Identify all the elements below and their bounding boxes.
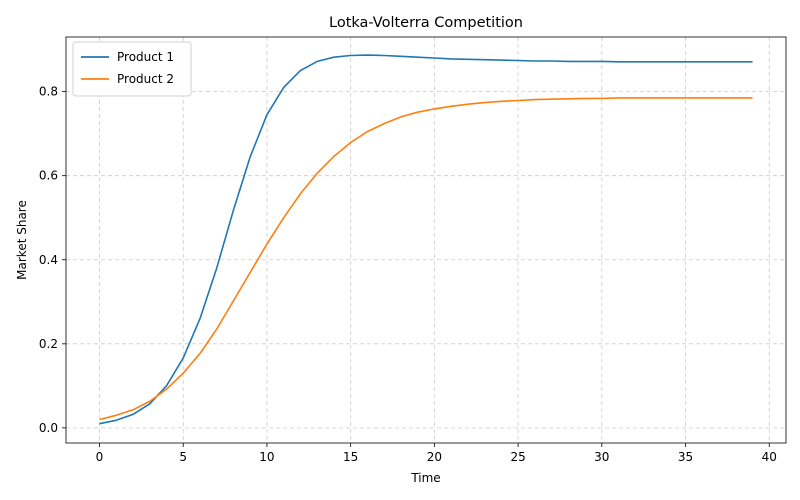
y-tick-label: 0.2 [39,337,58,351]
series-line [99,54,753,425]
legend-label: Product 2 [117,72,174,86]
y-axis-label: Market Share [15,200,29,280]
chart-title: Lotka-Volterra Competition [329,15,523,31]
series-lines [99,54,753,425]
y-tick-label: 0.6 [39,169,58,183]
series-line [99,97,753,421]
x-tick-label: 40 [762,450,777,464]
legend-box [72,41,192,97]
legend-label: Product 1 [117,50,174,64]
x-axis-ticks: 0 5 10 15 20 25 30 35 40 [96,443,777,464]
x-tick-label: 0 [96,450,104,464]
x-tick-label: 15 [343,450,358,464]
plot-frame [65,36,787,444]
legend: Product 1 Product 2 [72,41,192,97]
y-tick-label: 0.0 [39,421,58,435]
x-tick-label: 5 [179,450,187,464]
x-tick-label: 35 [678,450,693,464]
x-tick-label: 10 [259,450,274,464]
x-axis-label: Time [410,471,440,485]
x-tick-label: 30 [594,450,609,464]
y-tick-label: 0.4 [39,253,58,267]
y-axis-ticks: 0.0 0.2 0.4 0.6 0.8 [39,85,66,435]
x-tick-label: 25 [510,450,525,464]
y-tick-label: 0.8 [39,85,58,99]
x-tick-label: 20 [427,450,442,464]
